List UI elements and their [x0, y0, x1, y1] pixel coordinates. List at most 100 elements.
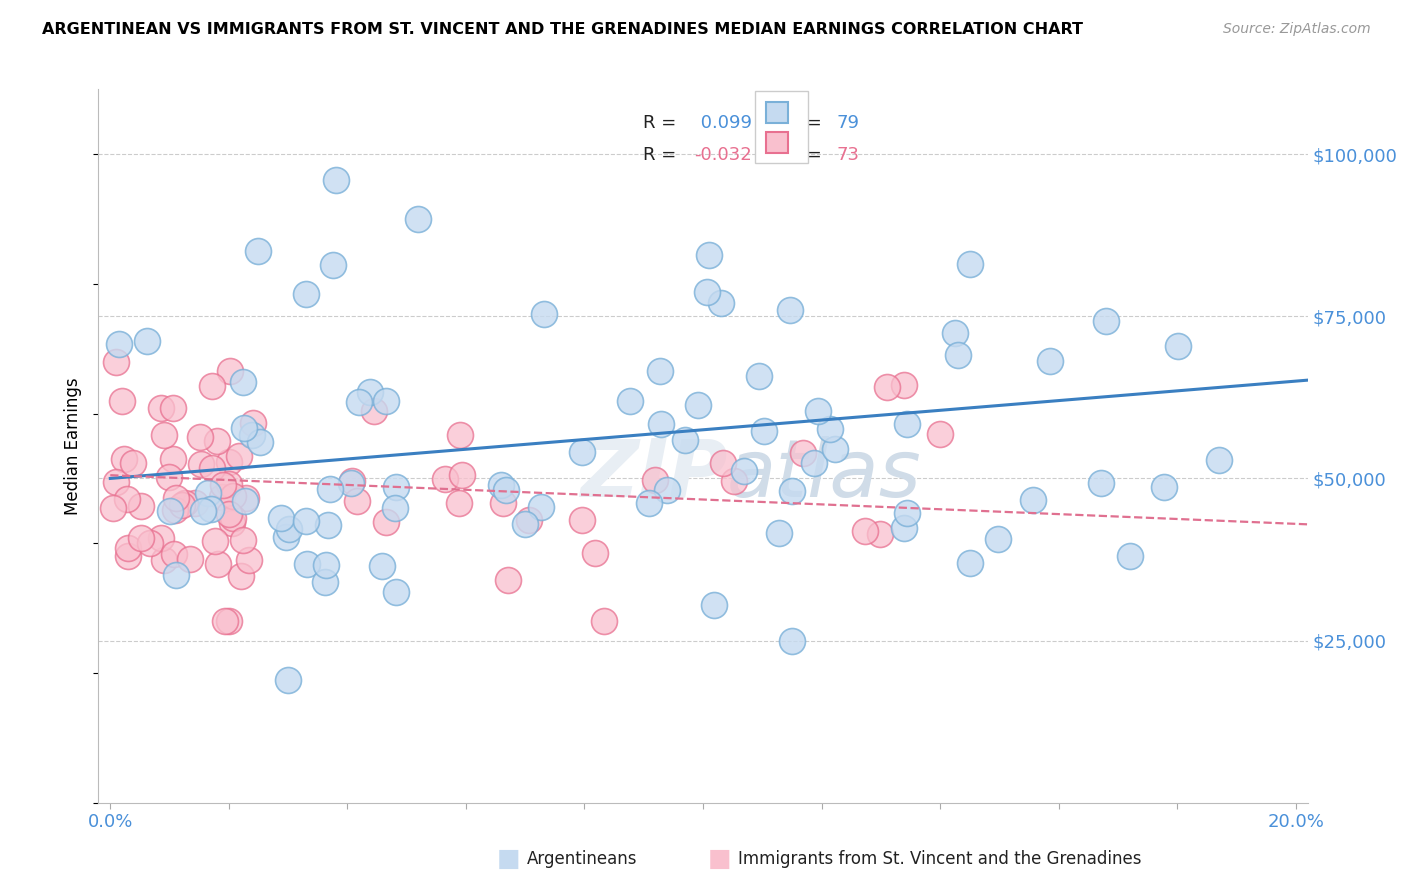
Point [1039, 353, 1062, 368]
Point [346, 493, 368, 508]
Point [319, 482, 342, 496]
Point [948, 348, 970, 362]
Point [105, 475, 128, 490]
Point [325, 173, 347, 187]
Point [650, 417, 672, 432]
Point [853, 524, 876, 539]
Point [232, 533, 254, 547]
Point [163, 547, 186, 561]
Point [232, 376, 254, 390]
Point [723, 474, 745, 488]
Point [696, 285, 718, 299]
Point [153, 553, 176, 567]
Point [107, 337, 129, 351]
Point [184, 496, 207, 510]
Point [316, 518, 339, 533]
Point [207, 557, 229, 571]
Point [987, 532, 1010, 546]
Point [530, 500, 553, 515]
Point [792, 445, 814, 459]
Point [943, 326, 966, 341]
Point [1153, 480, 1175, 494]
Text: ■: ■ [707, 847, 731, 871]
Point [650, 364, 672, 378]
Point [385, 584, 408, 599]
Point [136, 334, 159, 348]
Point [205, 434, 228, 449]
Point [710, 296, 733, 310]
Point [211, 478, 233, 492]
Point [247, 244, 270, 259]
Point [121, 456, 143, 470]
Point [222, 510, 245, 524]
Point [162, 451, 184, 466]
Point [1090, 475, 1112, 490]
Point [583, 547, 606, 561]
Point [449, 427, 471, 442]
Point [201, 379, 224, 393]
Point [117, 549, 139, 564]
Point [375, 393, 398, 408]
Point [820, 422, 842, 436]
Text: N =: N = [776, 114, 827, 132]
Point [188, 430, 211, 444]
Point [928, 426, 950, 441]
Point [111, 393, 134, 408]
Point [638, 496, 661, 510]
Point [229, 568, 252, 582]
Point [152, 427, 174, 442]
Point [103, 500, 125, 515]
Text: atlas: atlas [727, 435, 922, 514]
Point [214, 614, 236, 628]
Point [371, 559, 394, 574]
Text: N =: N = [776, 146, 827, 164]
Point [322, 258, 344, 272]
Point [768, 525, 790, 540]
Text: 0.099: 0.099 [695, 114, 752, 132]
Point [163, 503, 186, 517]
Point [165, 568, 187, 582]
Point [896, 506, 918, 520]
Text: Immigrants from St. Vincent and the Grenadines: Immigrants from St. Vincent and the Gren… [738, 850, 1142, 868]
Point [876, 380, 898, 394]
Point [408, 211, 430, 226]
Point [295, 557, 318, 571]
Point [115, 491, 138, 506]
Point [754, 424, 776, 438]
Point [149, 531, 172, 545]
Point [807, 404, 830, 418]
Point [533, 307, 555, 321]
Point [451, 467, 474, 482]
Point [893, 378, 915, 392]
Point [242, 416, 264, 430]
Text: Source: ZipAtlas.com: Source: ZipAtlas.com [1223, 22, 1371, 37]
Point [211, 490, 233, 504]
Point [655, 483, 678, 498]
Text: ARGENTINEAN VS IMMIGRANTS FROM ST. VINCENT AND THE GRENADINES MEDIAN EARNINGS CO: ARGENTINEAN VS IMMIGRANTS FROM ST. VINCE… [42, 22, 1083, 37]
Point [105, 354, 128, 368]
Text: Argentineans: Argentineans [527, 850, 638, 868]
Point [1208, 453, 1230, 467]
Point [340, 475, 363, 490]
Point [218, 454, 240, 468]
Point [179, 552, 201, 566]
Point [340, 475, 363, 489]
Point [824, 442, 846, 457]
Point [780, 484, 803, 499]
Point [274, 530, 297, 544]
Point [489, 478, 512, 492]
Text: ZIP: ZIP [579, 435, 727, 514]
Text: R =: R = [643, 114, 682, 132]
Point [165, 491, 187, 505]
Y-axis label: Median Earnings: Median Earnings [65, 377, 83, 515]
Point [959, 556, 981, 570]
Point [780, 633, 803, 648]
Point [235, 491, 257, 506]
Point [779, 302, 801, 317]
Point [748, 368, 770, 383]
Point [139, 536, 162, 550]
Point [733, 464, 755, 478]
Point [170, 498, 193, 512]
Point [190, 458, 212, 472]
Text: ■: ■ [496, 847, 520, 871]
